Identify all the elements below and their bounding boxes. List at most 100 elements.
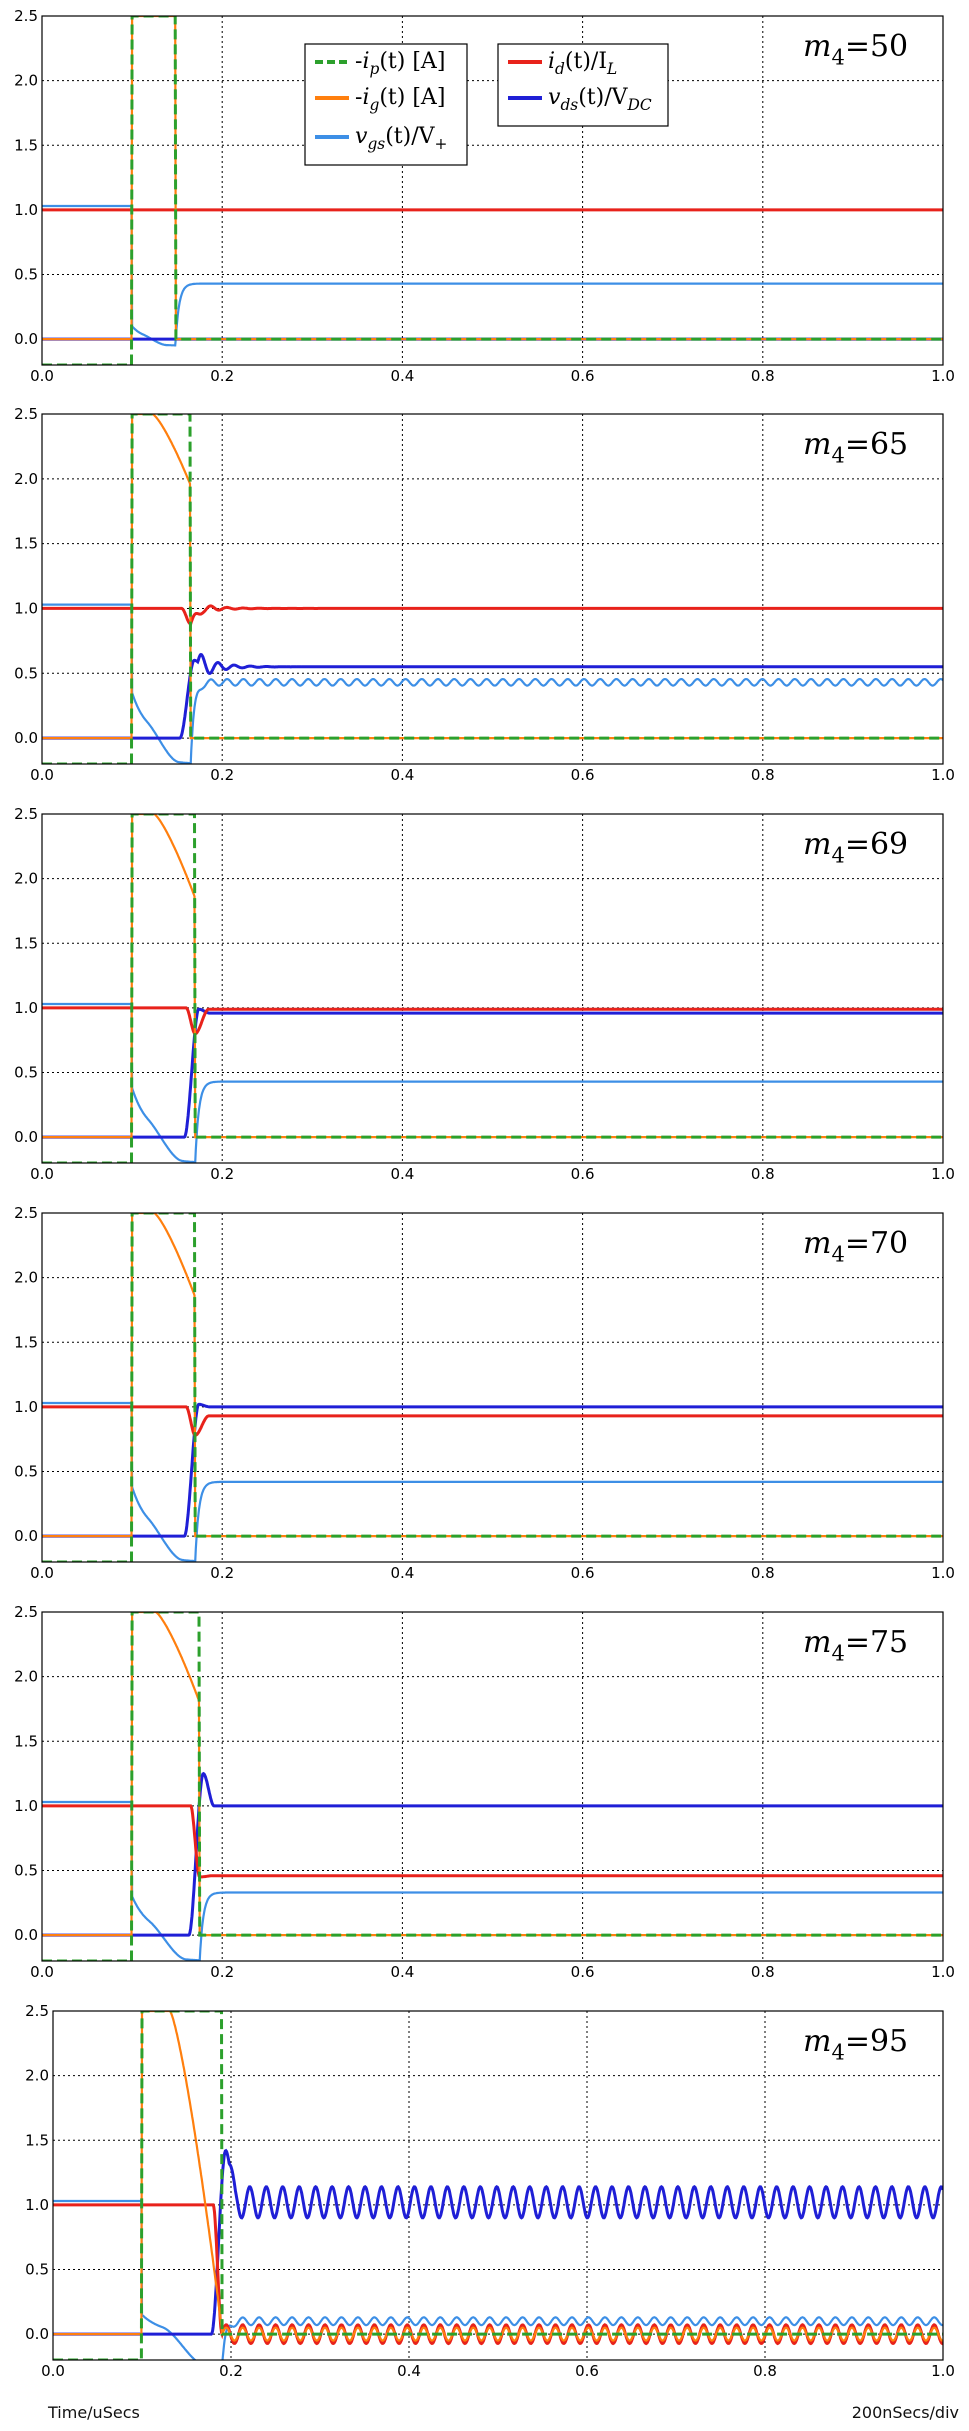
- y-tick-label: 2.5: [14, 7, 38, 25]
- x-tick-label: 0.8: [751, 766, 775, 784]
- y-tick-label: 1.0: [14, 1797, 38, 1815]
- y-tick-label: 2.5: [14, 405, 38, 423]
- chart-panel-3: 0.0 0.2 0.4 0.6 0.8 1.0 0.0 0.5 1.0 1.5 2.0 2.5 m4=6…: [14, 805, 955, 1183]
- series-id: [53, 2203, 943, 2346]
- series-ig: [42, 1213, 943, 1538]
- x-tick-label: 0.4: [390, 1963, 414, 1981]
- y-tick-label: 2.0: [14, 1269, 38, 1287]
- plot-frame: [41, 1212, 944, 1563]
- y-tick-label: 2.0: [25, 2067, 49, 2085]
- y-tick-label: 1.5: [14, 136, 38, 154]
- x-axis-label: Time/uSecs: [48, 2403, 140, 2422]
- series-vds: [42, 1007, 943, 1139]
- y-tick-label: 1.0: [14, 1398, 38, 1416]
- x-tick-label: 0.0: [30, 367, 54, 385]
- series-ip: [42, 414, 943, 764]
- chart-panel-4: 0.0 0.2 0.4 0.6 0.8 1.0 0.0 0.5 1.0 1.5 2.0 2.5 m4=7…: [14, 1204, 955, 1582]
- x-tick-label: 1.0: [931, 2362, 955, 2380]
- x-tick-label: 0.2: [210, 367, 234, 385]
- y-tick-label: 0.5: [14, 1463, 38, 1481]
- x-tick-label: 0.4: [397, 2362, 421, 2380]
- series-vgs: [42, 1800, 943, 1961]
- plot-frame: [41, 813, 944, 1164]
- series-ip: [42, 1213, 943, 1562]
- series-ig: [53, 2011, 943, 2342]
- series-id: [42, 1804, 943, 1879]
- series-ip: [53, 2011, 943, 2360]
- y-tick-label: 2.0: [14, 1668, 38, 1686]
- series-vgs: [42, 1002, 943, 1163]
- y-tick-label: 1.5: [14, 535, 38, 553]
- legend-ig: -ig(t) [A]: [355, 85, 445, 114]
- series-id: [42, 604, 943, 626]
- y-tick-label: 1.5: [25, 2131, 49, 2149]
- plot-frame: [41, 413, 944, 765]
- series-ip: [42, 1612, 943, 1961]
- series-vgs: [42, 603, 943, 764]
- panel-label: m4=75: [803, 1625, 908, 1665]
- x-tick-label: 1.0: [931, 1165, 955, 1183]
- y-tick-label: 0.0: [14, 1527, 38, 1545]
- panel-label: m4=95: [803, 2024, 908, 2064]
- y-tick-label: 0.5: [14, 664, 38, 682]
- x-tick-label: 0.6: [575, 2362, 599, 2380]
- x-tick-label: 0.6: [571, 1963, 595, 1981]
- series-ig: [42, 414, 943, 740]
- time-scale-label: 200nSecs/div: [851, 2403, 959, 2422]
- legend-vds: vds(t)/VDC: [548, 85, 652, 114]
- panel-label: m4=50: [803, 29, 908, 69]
- chart-panel-1: 0.0 0.2 0.4 0.6 0.8 1.0 0.0 0.5 1.0 1.5 2.0 2.5 m4=5…: [14, 7, 955, 385]
- series-id: [42, 1405, 943, 1437]
- y-tick-label: 0.0: [14, 729, 38, 747]
- x-tick-label: 0.6: [571, 766, 595, 784]
- y-tick-label: 0.5: [25, 2261, 49, 2279]
- legend-id: id(t)/IL: [548, 49, 617, 78]
- x-tick-label: 0.4: [390, 367, 414, 385]
- x-tick-label: 0.8: [751, 367, 775, 385]
- legend-ip: -ip(t) [A]: [355, 49, 445, 78]
- y-tick-label: 1.5: [14, 1333, 38, 1351]
- x-tick-label: 0.2: [210, 1963, 234, 1981]
- y-tick-label: 2.5: [14, 805, 38, 823]
- y-tick-label: 2.0: [14, 470, 38, 488]
- y-tick-label: 2.0: [14, 72, 38, 90]
- series-vds: [53, 2148, 943, 2336]
- plot-frame: [41, 1611, 944, 1962]
- x-tick-label: 0.2: [210, 766, 234, 784]
- plot-frame: [41, 15, 944, 366]
- y-tick-label: 0.0: [14, 330, 38, 348]
- x-tick-label: 0.4: [390, 766, 414, 784]
- panel-label: m4=69: [803, 827, 908, 867]
- series-ig: [42, 814, 943, 1139]
- y-tick-label: 0.5: [14, 1064, 38, 1082]
- x-tick-label: 0.8: [751, 1165, 775, 1183]
- x-tick-label: 0.6: [571, 1564, 595, 1582]
- y-tick-label: 0.0: [14, 1128, 38, 1146]
- x-tick-label: 1.0: [931, 367, 955, 385]
- x-tick-label: 0.4: [390, 1165, 414, 1183]
- y-tick-label: 1.5: [14, 1732, 38, 1750]
- y-tick-label: 1.0: [25, 2196, 49, 2214]
- x-tick-label: 0.4: [390, 1564, 414, 1582]
- x-tick-label: 0.8: [751, 1963, 775, 1981]
- chart-panel-2: 0.0 0.2 0.4 0.6 0.8 1.0 0.0 0.5 1.0 1.5 2.0 2.5 m4=6…: [14, 405, 955, 784]
- x-tick-label: 0.6: [571, 367, 595, 385]
- y-tick-label: 1.0: [14, 599, 38, 617]
- x-tick-label: 0.0: [30, 766, 54, 784]
- chart-panel-6: 0.0 0.2 0.4 0.6 0.8 1.0 0.0 0.5 1.0 1.5 2.0 2.5 m4=9…: [25, 2002, 955, 2380]
- panel-label: m4=70: [803, 1226, 908, 1266]
- x-tick-label: 1.0: [931, 1963, 955, 1981]
- y-tick-label: 2.5: [14, 1204, 38, 1222]
- series-ig: [42, 1612, 943, 1937]
- x-tick-label: 0.0: [41, 2362, 65, 2380]
- y-tick-label: 0.0: [14, 1926, 38, 1944]
- x-tick-label: 0.8: [751, 1564, 775, 1582]
- plot-frame: [52, 2010, 944, 2361]
- legend: -ip(t) [A] -ig(t) [A] vgs(t)/V+ id(t)/IL vds…: [304, 43, 669, 166]
- y-tick-label: 0.5: [14, 1862, 38, 1880]
- y-tick-label: 1.5: [14, 934, 38, 952]
- series-ip: [42, 814, 943, 1163]
- x-tick-label: 0.2: [219, 2362, 243, 2380]
- y-tick-label: 1.0: [14, 999, 38, 1017]
